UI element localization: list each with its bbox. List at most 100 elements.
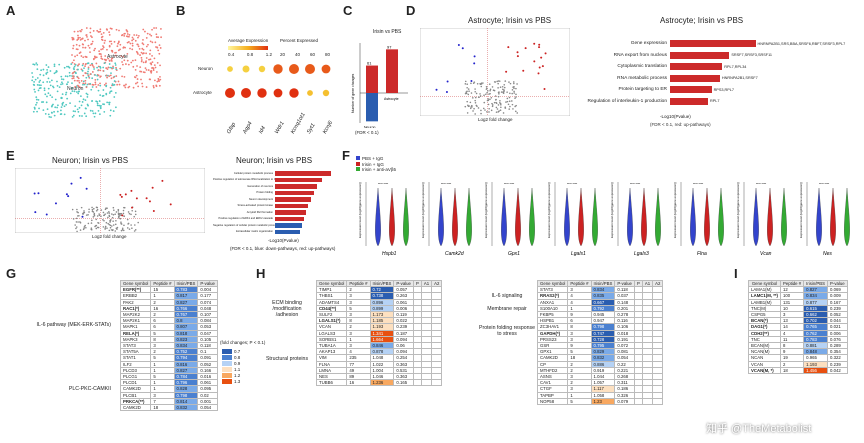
table-header: P-value	[197, 279, 218, 288]
violin-sig: **** ****	[756, 182, 767, 186]
table-row: ASNS 3 1.044 0.268	[536, 373, 664, 381]
umap-dot	[123, 59, 126, 62]
table-cell: 3	[567, 335, 592, 344]
violin-shape	[704, 187, 710, 247]
volcano-sig-dot	[130, 189, 133, 192]
violin-Flna: Expression level (log10(gene expression)…	[673, 182, 724, 257]
violin-sig: **** ****	[567, 182, 578, 186]
volcano-dot	[102, 226, 105, 228]
table-cell: 7	[150, 397, 175, 406]
table-cell: 0.004	[197, 286, 218, 294]
table-cell: GSR	[536, 342, 569, 350]
table-cell: 1.117	[590, 385, 616, 393]
table-cell: 3	[150, 391, 175, 399]
volcano-dot	[516, 112, 519, 114]
table-row: LGALS3 3 1.341 0.187	[315, 329, 443, 337]
volcano-dot	[127, 211, 130, 213]
table-cell: 1.044	[590, 373, 616, 381]
umap-dot	[140, 59, 143, 61]
umap-dot	[132, 86, 135, 89]
volcano-dot	[480, 82, 483, 84]
umap-dot	[71, 115, 74, 118]
bar-up-label-Neuron: 61	[367, 61, 372, 66]
volcano-sig-dot	[516, 51, 519, 54]
table-cell: TAPBP	[536, 391, 569, 399]
umap-dot	[108, 63, 111, 65]
legend-item: 0.8	[222, 354, 240, 360]
umap-dot	[31, 79, 34, 82]
volcano-dot	[474, 101, 477, 104]
bar-e-term: Protein folding	[256, 191, 273, 195]
umap-dot	[53, 72, 56, 75]
gene-label-Id4: Id4	[258, 125, 268, 135]
table-cell: 0.827	[173, 366, 199, 375]
table-cell: 16	[150, 304, 175, 313]
violin-shape	[403, 187, 409, 247]
umap-dot	[148, 53, 151, 55]
umap-dot	[145, 57, 148, 59]
volcano-dot	[513, 90, 515, 93]
umap-dot	[76, 84, 79, 87]
table-row: AKAP13 4 0.878 0.094	[315, 348, 443, 356]
violin-shape	[690, 187, 696, 247]
umap-dot	[159, 75, 161, 78]
table-cell: MAPK1	[119, 323, 152, 331]
umap-dot	[66, 75, 69, 78]
volcano-dot	[104, 213, 107, 215]
volcano-sig-dot	[67, 195, 70, 198]
volcano-dot	[500, 91, 503, 93]
volcano-dot	[130, 224, 132, 226]
volcano-dot	[495, 102, 498, 105]
table-row: CAMK2D 18 0.832 0.054	[536, 354, 664, 362]
volcano-dot	[487, 103, 490, 106]
umap-dot	[85, 76, 88, 79]
volcano-dot	[504, 107, 507, 109]
bar-e-term: Positive regulation of ERK1 and ERK2 cas…	[218, 217, 273, 221]
volcano-dot	[113, 209, 115, 211]
umap-dot	[103, 58, 106, 61]
umap-dot	[142, 52, 145, 55]
volcano-dot	[103, 219, 105, 222]
umap-dot	[137, 53, 139, 55]
violin-legend-item: Irisin + IgG	[356, 161, 396, 168]
table-row: THBS1 3 0.738 0.263	[315, 292, 443, 300]
umap-dot	[150, 63, 153, 66]
table-cell: STAT3	[536, 286, 569, 294]
violin-Hspb1: Expression level (log10(gene expression)…	[358, 182, 409, 257]
table-cell: 1.664	[369, 335, 395, 344]
table-cell: 0.8	[173, 317, 199, 325]
umap-dot	[65, 91, 68, 94]
volcano-dot	[480, 85, 483, 88]
umap-dot	[76, 54, 79, 57]
volcano-dot	[76, 211, 78, 213]
umap-dot	[105, 84, 108, 87]
umap-dot	[70, 63, 73, 65]
volcano-dot	[107, 222, 109, 225]
table-cell: ERBB2	[119, 292, 152, 300]
umap-dot	[84, 82, 87, 85]
umap-dot	[154, 41, 157, 44]
umap-dot	[64, 75, 67, 78]
table-cell: 9	[779, 348, 805, 356]
umap-dot	[87, 62, 90, 65]
volcano-dot	[111, 225, 113, 227]
umap-dot	[118, 83, 121, 86]
umap-dot	[38, 84, 41, 87]
volcano-dot	[134, 210, 137, 213]
umap-dot	[141, 82, 144, 85]
umap-dot	[62, 101, 65, 104]
volcano-dot	[494, 95, 497, 97]
violin-shape	[718, 187, 724, 247]
legend-item: 1.3	[222, 378, 240, 384]
table-cell: 0.877	[803, 298, 829, 306]
volcano-sig-dot	[85, 187, 88, 190]
umap-dot	[46, 95, 48, 98]
umap-dot	[92, 30, 95, 32]
umap-dot	[71, 87, 73, 89]
volcano-dot	[470, 82, 472, 85]
umap-dot	[72, 75, 75, 78]
table-cell: LMNA	[315, 366, 348, 375]
umap-dot	[46, 108, 49, 111]
bar-d-genes: HNRNPA2B1,SRS,BBA,SRSF6,RBFT,SRSF3,RPL7	[757, 41, 846, 46]
violin-sig: **** ****	[630, 182, 641, 186]
